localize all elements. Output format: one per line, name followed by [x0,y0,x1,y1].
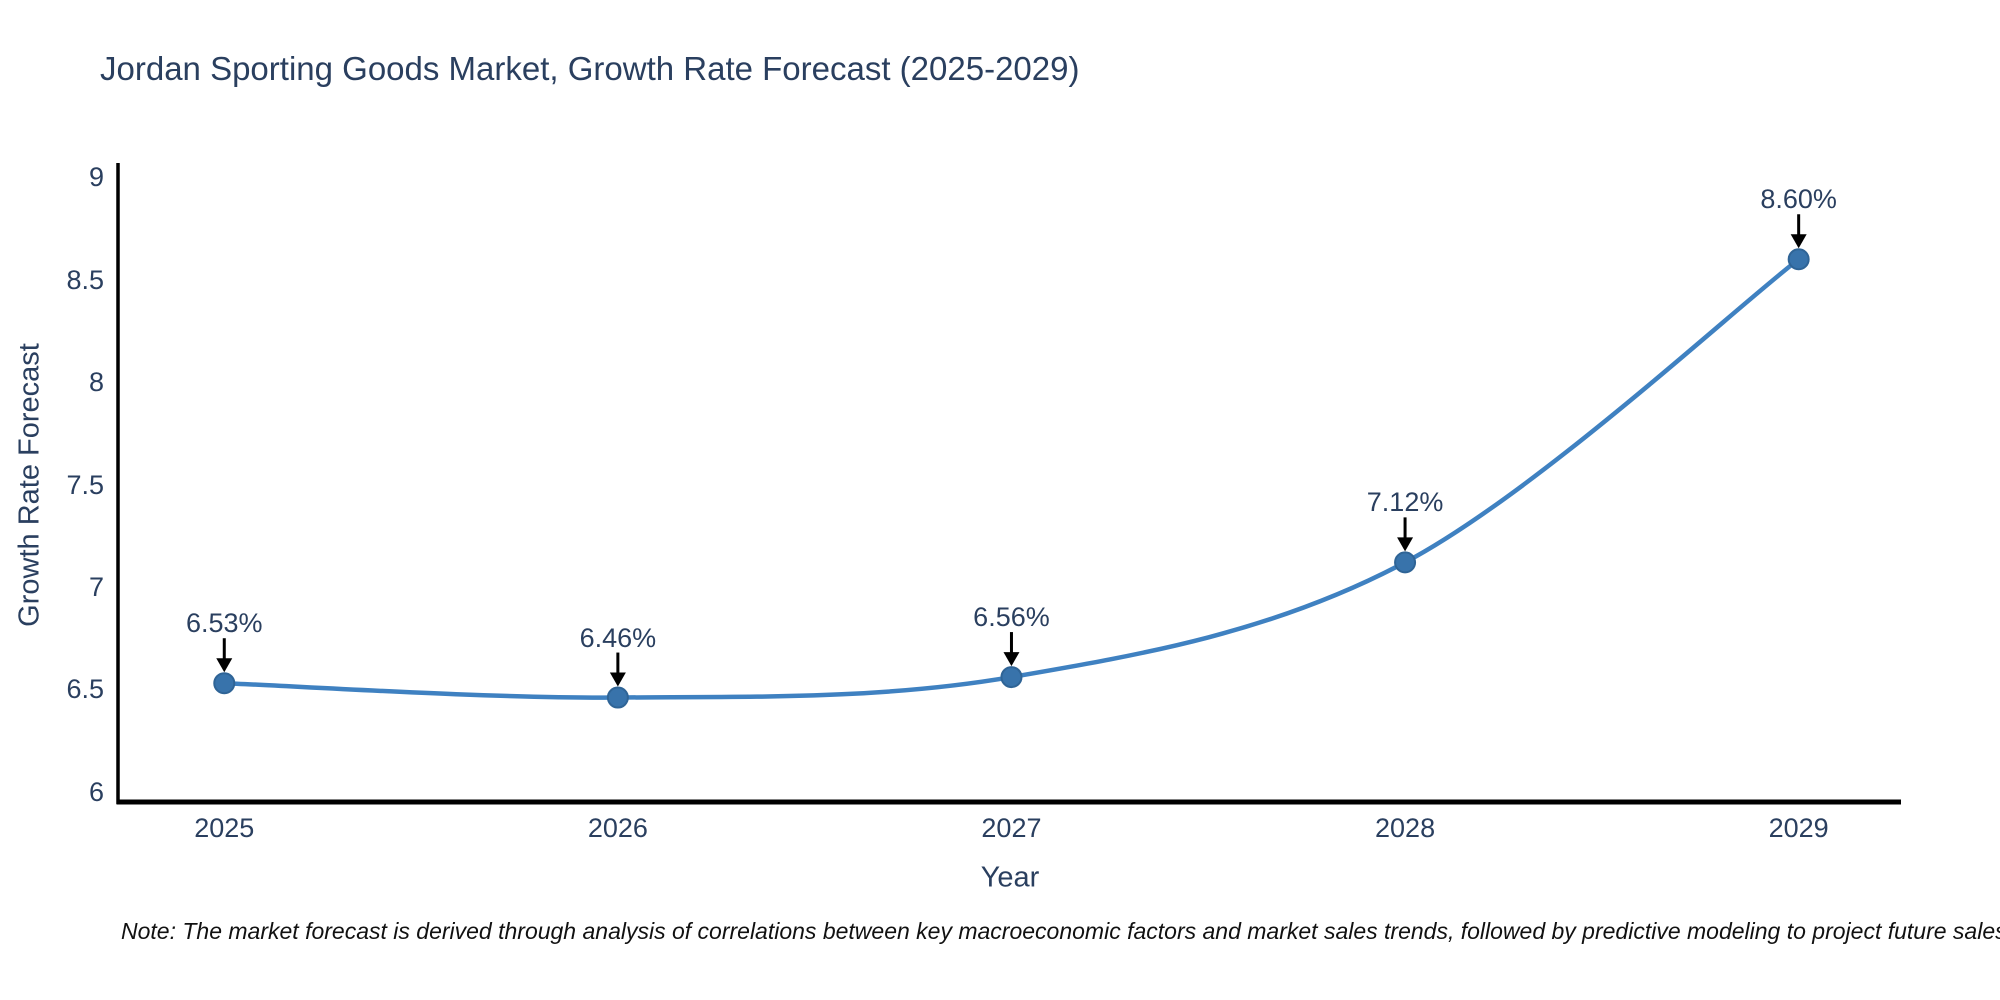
data-point-marker [606,686,629,709]
y-tick-label: 7 [88,571,104,602]
x-tick-label: 2029 [1768,813,1829,843]
data-point-marker [1000,666,1023,689]
y-tick-label: 9 [88,162,104,193]
y-tick-label: 8 [88,367,104,398]
annotation-arrowhead [1790,234,1807,249]
annotation-arrowhead [216,658,233,673]
y-tick-label: 7.5 [66,469,104,500]
annotation-arrowhead [1397,537,1414,552]
x-tick-label: 2026 [587,813,648,843]
x-axis-title: Year [980,861,1040,894]
y-tick-label: 6 [88,776,104,807]
data-point-label: 8.60% [1760,184,1837,215]
data-point-marker [213,672,236,695]
x-tick-label: 2025 [194,813,255,843]
data-point-label: 6.53% [185,608,263,639]
annotation-arrowhead [1003,652,1020,667]
data-point-label: 6.56% [973,602,1050,633]
y-tick-label: 8.5 [66,264,104,295]
x-tick-label: 2027 [981,813,1042,843]
data-point-label: 6.46% [579,622,657,653]
footnote: Note: The market forecast is derived thr… [121,918,2000,944]
data-point-label: 7.12% [1366,487,1444,518]
y-tick-label: 6.5 [66,674,104,705]
data-point-marker [1394,551,1417,574]
series-line [222,257,1801,700]
x-tick-label: 2028 [1375,813,1436,843]
data-point-marker [1787,248,1810,271]
annotation-arrowhead [609,672,626,687]
chart-title: Jordan Sporting Goods Market, Growth Rat… [100,50,1080,87]
